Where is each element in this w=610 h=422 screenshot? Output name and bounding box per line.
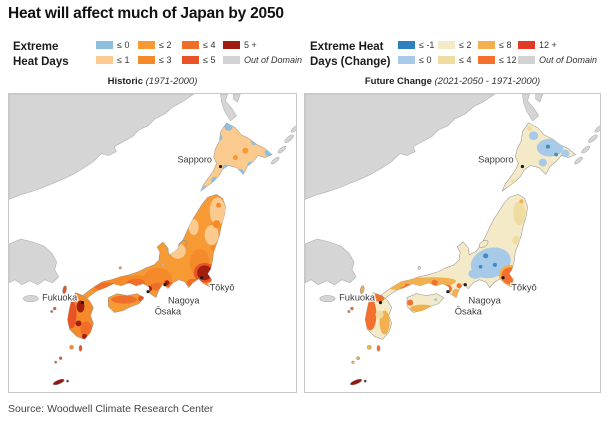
legend-historic-title: Extreme Heat Days [13, 40, 69, 70]
legend-item: ≤ 0 [398, 55, 438, 65]
city-label-fukuoka: Fukuoka [339, 293, 376, 303]
legend-swatch [518, 56, 535, 64]
map-title-historic: Historic (1971-2000) [107, 76, 198, 87]
city-label-nagoya: Nagoya [168, 296, 200, 306]
legend-item: ≤ 4 [182, 40, 223, 50]
legend-swatch [398, 41, 415, 49]
city-label-tokyo: Tōkyō [210, 283, 235, 293]
city-dot-sapporo [520, 164, 525, 169]
legend-swatch [182, 56, 199, 64]
legend-item: Out of Domain [518, 55, 597, 65]
legend-item: ≤ 1 [96, 55, 138, 65]
legend-item: ≤ 0 [96, 40, 138, 50]
city-label-fukuoka: Fukuoka [42, 293, 78, 303]
legend-change: ≤ -1 ≤ 0 ≤ 2 ≤ 4 ≤ 8 ≤ 12 12 + Out of Do… [398, 40, 597, 65]
city-label-tokyo: Tōkyō [511, 283, 537, 293]
city-dot-osaka [146, 290, 150, 294]
city-label-nagoya: Nagoya [468, 296, 501, 306]
map-panel-future: Sapporo Tōkyō Nagoya Ōsaka Fukuoka [304, 93, 601, 393]
map-historic: Sapporo Tōkyō Nagoya Ōsaka Fukuoka [9, 94, 296, 387]
legend-swatch [138, 41, 155, 49]
legend-swatch [138, 56, 155, 64]
city-dot-tokyo [501, 276, 505, 280]
legend-swatch [438, 56, 455, 64]
legend-item: ≤ 2 [438, 40, 478, 50]
city-dot-fukuoka [80, 300, 85, 305]
city-dot-tokyo [200, 276, 204, 280]
city-dot-nagoya [163, 283, 167, 287]
legend-historic-title-line1: Extreme [13, 41, 59, 53]
page-title: Heat will affect much of Japan by 2050 [8, 5, 284, 22]
legend-change-title-line2: Days (Change) [310, 56, 391, 68]
legend-swatch [398, 56, 415, 64]
map-future: Sapporo Tōkyō Nagoya Ōsaka Fukuoka [305, 94, 600, 387]
city-dot-fukuoka [378, 301, 383, 305]
legend-swatch [478, 56, 495, 64]
legend-item: ≤ 12 [478, 55, 518, 65]
legend-item: ≤ 3 [138, 55, 182, 65]
legend-swatch [438, 41, 455, 49]
source-note: Source: Woodwell Climate Research Center [8, 403, 214, 415]
city-label-osaka: Ōsaka [155, 307, 182, 317]
city-label-sapporo: Sapporo [478, 155, 513, 165]
legend-swatch [182, 41, 199, 49]
city-markers: Sapporo Tōkyō Nagoya Ōsaka Fukuoka [41, 153, 236, 317]
legend-item: ≤ 8 [478, 40, 518, 50]
legend-swatch [518, 41, 535, 49]
legend-change-title-line1: Extreme Heat [310, 41, 384, 53]
city-dot-sapporo [218, 164, 223, 169]
legend-historic-title-line2: Heat Days [13, 56, 69, 68]
city-label-osaka: Ōsaka [455, 307, 483, 317]
legend-swatch [478, 41, 495, 49]
legend-swatch [96, 41, 113, 49]
city-label-sapporo: Sapporo [177, 155, 212, 165]
legend-change-title: Extreme Heat Days (Change) [310, 40, 391, 70]
legend-historic: ≤ 0 ≤ 1 ≤ 2 ≤ 3 ≤ 4 ≤ 5 5 + Out of Domai… [96, 40, 302, 65]
legend-swatch [96, 56, 113, 64]
legend-item: ≤ 2 [138, 40, 182, 50]
legend-item: 5 + [223, 40, 302, 50]
legend-item: ≤ 5 [182, 55, 223, 65]
map-title-future: Future Change (2021-2050 - 1971-2000) [364, 76, 541, 87]
legend-item: ≤ 4 [438, 55, 478, 65]
city-markers: Sapporo Tōkyō Nagoya Ōsaka Fukuoka [338, 153, 538, 317]
city-dot-nagoya [463, 283, 467, 287]
city-dot-osaka [446, 290, 450, 294]
legend-item: ≤ -1 [398, 40, 438, 50]
legend-swatch [223, 41, 240, 49]
legend-item: 12 + [518, 40, 597, 50]
map-panel-historic: Sapporo Tōkyō Nagoya Ōsaka Fukuoka [8, 93, 297, 393]
legend-swatch [223, 56, 240, 64]
legend-item: Out of Domain [223, 55, 302, 65]
